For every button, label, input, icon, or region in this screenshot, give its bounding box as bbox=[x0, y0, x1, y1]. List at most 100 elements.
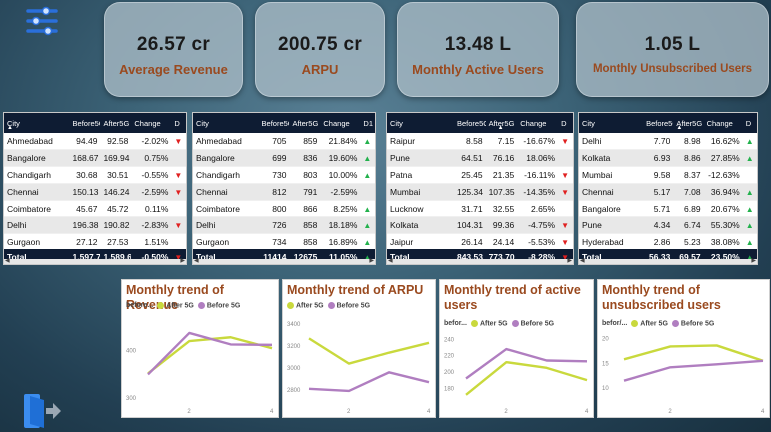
series-line-before-5g[interactable] bbox=[465, 347, 588, 380]
table-row[interactable]: Lucknow 31.71 32.55 2.65% bbox=[387, 200, 573, 218]
series-line-before-5g[interactable] bbox=[623, 359, 764, 382]
active-users-city-table[interactable]: City Before5G After5G ▲ Change D Raipur 8.58 7.1… bbox=[386, 112, 574, 265]
value-cell: 19.60% bbox=[320, 149, 361, 168]
scroll-right-icon[interactable]: ▶ bbox=[751, 258, 756, 264]
table-row[interactable]: Chennai 812 791 -2.59% bbox=[193, 183, 375, 201]
legend-item[interactable]: After 5G bbox=[470, 320, 508, 327]
table-row[interactable]: Bangalore 699 836 19.60% ▲ bbox=[193, 149, 375, 168]
table-row[interactable]: Delhi 7.70 8.98 16.62% ▲ bbox=[579, 133, 757, 151]
revenue-city-table[interactable]: City ▲ Before5G After5G Change D Ahmedabad 94.4… bbox=[3, 112, 187, 265]
table-row[interactable]: Patna 25.45 21.35 -16.11% ▼ bbox=[387, 166, 573, 184]
table-row[interactable]: Bangalore 5.71 6.89 20.67% ▲ bbox=[579, 200, 757, 218]
value-cell: 31.71 bbox=[453, 200, 486, 218]
legend-item[interactable]: Before 5G bbox=[327, 302, 370, 309]
scroll-left-icon[interactable]: ◀ bbox=[194, 258, 199, 264]
table-row[interactable]: Pune 64.51 76.16 18.06% bbox=[387, 149, 573, 168]
table-row[interactable]: Kolkata 104.31 99.36 -4.75% ▼ bbox=[387, 216, 573, 235]
horizontal-scrollbar[interactable]: ◀ ▶ bbox=[4, 258, 186, 264]
scroll-right-icon[interactable]: ▶ bbox=[369, 258, 374, 264]
value-cell: 168.67 bbox=[69, 149, 101, 168]
city-cell: Kolkata bbox=[579, 149, 644, 168]
column-header[interactable]: Change bbox=[703, 113, 743, 133]
column-header[interactable]: D1 bbox=[360, 113, 375, 133]
column-header[interactable]: Before5G bbox=[69, 113, 105, 133]
sort-up-icon[interactable]: ▲ bbox=[676, 125, 683, 131]
column-header[interactable]: Before5G bbox=[453, 113, 489, 133]
chart-legend[interactable]: before... After 5G Before 5G bbox=[126, 302, 240, 309]
table-row[interactable]: Gurgaon 734 858 16.89% ▲ bbox=[193, 233, 375, 249]
table-row[interactable]: Chennai 5.17 7.08 36.94% ▲ bbox=[579, 183, 757, 201]
column-header[interactable]: After5G bbox=[289, 113, 321, 133]
chart-legend[interactable]: befor/... After 5G Before 5G bbox=[602, 320, 714, 327]
table-row[interactable]: Chandigarh 730 803 10.00% ▲ bbox=[193, 166, 375, 184]
sliders-menu-icon[interactable] bbox=[26, 6, 58, 36]
kpi-label: Average Revenue bbox=[119, 62, 228, 77]
column-header[interactable]: D bbox=[171, 113, 186, 133]
table-row[interactable]: Coimbatore 45.67 45.72 0.11% bbox=[4, 200, 186, 218]
table-row[interactable]: Ahmedabad 705 859 21.84% ▲ bbox=[193, 133, 375, 151]
horizontal-scrollbar[interactable]: ◀ ▶ bbox=[387, 258, 573, 264]
table-row[interactable]: Ahmedabad 94.49 92.58 -2.02% ▼ bbox=[4, 133, 186, 151]
table-row[interactable]: Hyderabad 2.86 5.23 38.08% ▲ bbox=[579, 233, 757, 249]
column-header[interactable]: City bbox=[387, 113, 454, 133]
city-cell: Chandigarh bbox=[4, 166, 70, 184]
horizontal-scrollbar[interactable]: ◀ ▶ bbox=[193, 258, 375, 264]
horizontal-scrollbar[interactable]: ◀ ▶ bbox=[579, 258, 757, 264]
table-row[interactable]: Kolkata 6.93 8.86 27.85% ▲ bbox=[579, 149, 757, 168]
column-header[interactable]: After5G ▲ bbox=[485, 113, 518, 133]
chart-legend[interactable]: befor... After 5G Before 5G bbox=[444, 320, 554, 327]
column-header[interactable]: After5G ▲ bbox=[673, 113, 704, 133]
table-row[interactable]: Jaipur 26.14 24.14 -5.53% ▼ bbox=[387, 233, 573, 249]
legend-item[interactable]: Before 5G bbox=[671, 320, 714, 327]
table-row[interactable]: Delhi 726 858 18.18% ▲ bbox=[193, 216, 375, 235]
table-row[interactable]: Bangalore 168.67 169.94 0.75% bbox=[4, 149, 186, 168]
arpu-trend-chart[interactable]: Monthly trend of ARPU After 5G Before 5G 28… bbox=[282, 279, 436, 418]
revenue-trend-chart[interactable]: Monthly trend of Revenue before... After 5… bbox=[121, 279, 279, 418]
table-row[interactable]: Delhi 196.38 190.82 -2.83% ▼ bbox=[4, 216, 186, 235]
column-header[interactable]: D bbox=[742, 113, 757, 133]
table-row[interactable]: Chandigarh 30.68 30.51 -0.55% ▼ bbox=[4, 166, 186, 184]
column-header[interactable]: Before5G bbox=[643, 113, 678, 133]
legend-item[interactable]: After 5G bbox=[287, 302, 324, 309]
legend-item[interactable]: Before 5G bbox=[511, 320, 554, 327]
series-line-before-5g[interactable] bbox=[147, 331, 273, 376]
series-line-before-5g[interactable] bbox=[308, 371, 430, 393]
scroll-left-icon[interactable]: ◀ bbox=[5, 258, 10, 264]
unsubscribed-users-city-table[interactable]: City Before5G After5G ▲ Change D Delhi 7.70 8.98… bbox=[578, 112, 758, 265]
column-header[interactable]: City bbox=[193, 113, 259, 133]
table-row[interactable]: Raipur 8.58 7.15 -16.67% ▼ bbox=[387, 133, 573, 151]
column-header[interactable]: Change bbox=[517, 113, 559, 133]
table-row[interactable]: Chennai 150.13 146.24 -2.59% ▼ bbox=[4, 183, 186, 201]
down-triangle-icon: ▼ bbox=[561, 170, 570, 180]
legend-item[interactable]: After 5G bbox=[631, 320, 668, 327]
table-row[interactable]: Gurgaon 27.12 27.53 1.51% bbox=[4, 233, 186, 249]
active-users-trend-chart[interactable]: Monthly trend of active users befor... Aft… bbox=[439, 279, 594, 418]
scroll-right-icon[interactable]: ▶ bbox=[180, 258, 185, 264]
table-row[interactable]: Mumbai 9.58 8.37 -12.63% bbox=[579, 166, 757, 184]
table-header: City ▲ Before5G After5G Change D bbox=[4, 113, 186, 133]
column-header[interactable]: Change bbox=[131, 113, 172, 133]
column-header[interactable]: Before5G bbox=[258, 113, 294, 133]
series-line-after-5g[interactable] bbox=[308, 337, 430, 365]
exit-door-icon[interactable] bbox=[22, 392, 62, 430]
unsubscribed-users-trend-chart[interactable]: Monthly trend of unsubscribed users befor… bbox=[597, 279, 770, 418]
arpu-city-table[interactable]: City Before5G After5G Change D1 Ahmedabad 705 8… bbox=[192, 112, 376, 265]
column-header[interactable]: City ▲ bbox=[4, 113, 70, 133]
chart-legend[interactable]: After 5G Before 5G bbox=[287, 302, 370, 309]
table-row[interactable]: Mumbai 125.34 107.35 -14.35% ▼ bbox=[387, 183, 573, 201]
legend-item[interactable]: Before 5G bbox=[197, 302, 240, 309]
column-header[interactable]: Change bbox=[320, 113, 361, 133]
sort-up-icon[interactable]: ▲ bbox=[7, 125, 13, 131]
scroll-left-icon[interactable]: ◀ bbox=[388, 258, 393, 264]
series-line-after-5g[interactable] bbox=[465, 360, 588, 396]
table-row[interactable]: Coimbatore 800 866 8.25% ▲ bbox=[193, 200, 375, 218]
column-header[interactable]: After5G bbox=[100, 113, 132, 133]
scroll-right-icon[interactable]: ▶ bbox=[567, 258, 572, 264]
sort-up-icon[interactable]: ▲ bbox=[497, 125, 504, 131]
column-header[interactable]: City bbox=[579, 113, 644, 133]
legend-item[interactable]: After 5G bbox=[157, 302, 194, 309]
column-header[interactable]: D bbox=[558, 113, 573, 133]
series-line-after-5g[interactable] bbox=[623, 344, 764, 362]
table-row[interactable]: Pune 4.34 6.74 55.30% ▲ bbox=[579, 216, 757, 235]
scroll-left-icon[interactable]: ◀ bbox=[580, 258, 585, 264]
